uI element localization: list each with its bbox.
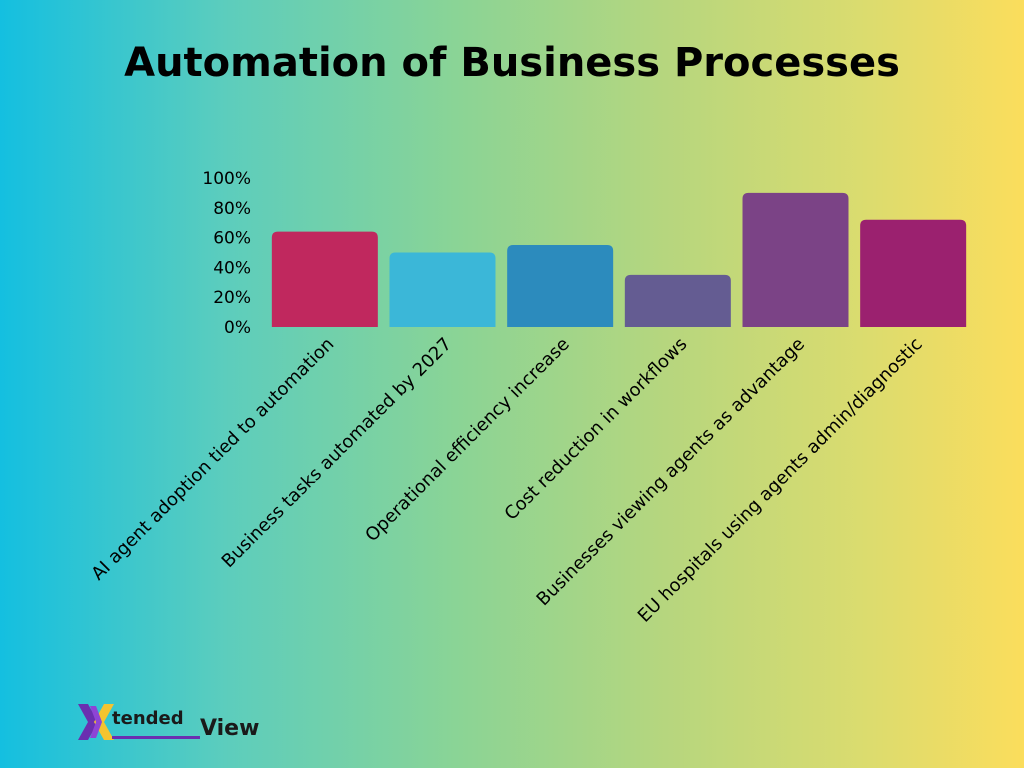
logo-word-tended: tended — [112, 708, 184, 729]
x-category-label: Businesses viewing agents as advantage — [533, 334, 809, 610]
logo-mark-icon — [78, 704, 114, 740]
xtendedview-logo: tended View — [76, 700, 276, 748]
bar — [271, 231, 378, 327]
y-tick-label: 100% — [202, 169, 251, 189]
bar — [507, 245, 614, 327]
logo-underline — [112, 736, 200, 739]
bar — [742, 192, 849, 327]
y-axis-ticks: 0% 20% 40% 60% 80% 100% — [202, 169, 251, 338]
chart-title: Automation of Business Processes — [124, 40, 900, 86]
logo-word-view: View — [200, 716, 260, 741]
y-tick-label: 80% — [213, 199, 251, 219]
bars — [271, 192, 967, 327]
y-tick-label: 20% — [213, 288, 251, 308]
y-tick-label: 40% — [213, 258, 251, 278]
x-category-label: Business tasks automated by 2027 — [218, 334, 456, 572]
bar — [624, 274, 731, 327]
y-tick-label: 0% — [224, 318, 251, 338]
bar-chart: 0% 20% 40% 60% 80% 100% AI agent adoption tie… — [87, 169, 967, 627]
bar — [389, 252, 496, 327]
y-tick-label: 60% — [213, 229, 251, 249]
bar — [860, 219, 967, 327]
x-category-label: EU hospitals using agents admin/diagnost… — [634, 334, 927, 627]
x-category-label: Operational efficiency increase — [361, 334, 573, 546]
x-category-label: AI agent adoption tied to automation — [87, 334, 338, 585]
x-axis-labels: AI agent adoption tied to automationBusi… — [87, 334, 926, 627]
